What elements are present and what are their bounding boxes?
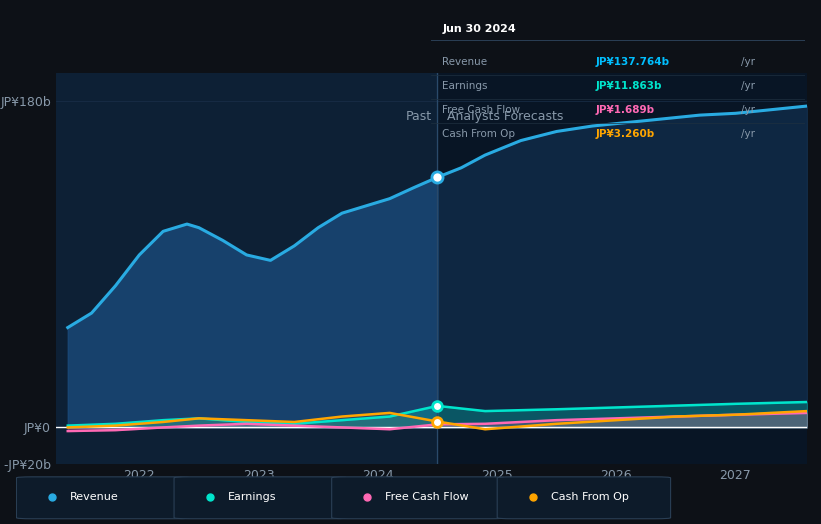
Text: JP¥11.863b: JP¥11.863b bbox=[595, 81, 662, 91]
FancyBboxPatch shape bbox=[498, 477, 671, 519]
Text: /yr: /yr bbox=[741, 105, 755, 115]
Text: Analysts Forecasts: Analysts Forecasts bbox=[447, 110, 563, 123]
Text: /yr: /yr bbox=[741, 57, 755, 67]
Text: Jun 30 2024: Jun 30 2024 bbox=[443, 24, 516, 34]
Text: /yr: /yr bbox=[741, 129, 755, 139]
Text: Earnings: Earnings bbox=[443, 81, 488, 91]
FancyBboxPatch shape bbox=[332, 477, 505, 519]
FancyBboxPatch shape bbox=[16, 477, 190, 519]
Text: JP¥137.764b: JP¥137.764b bbox=[595, 57, 669, 67]
Text: Past: Past bbox=[406, 110, 432, 123]
Bar bbox=[438, 73, 807, 464]
Text: Free Cash Flow: Free Cash Flow bbox=[443, 105, 521, 115]
Bar bbox=[56, 73, 438, 464]
Text: JP¥3.260b: JP¥3.260b bbox=[595, 129, 654, 139]
Text: JP¥1.689b: JP¥1.689b bbox=[595, 105, 654, 115]
Text: Earnings: Earnings bbox=[227, 492, 276, 502]
Text: /yr: /yr bbox=[741, 81, 755, 91]
Text: Revenue: Revenue bbox=[70, 492, 119, 502]
Text: Revenue: Revenue bbox=[443, 57, 488, 67]
Text: Free Cash Flow: Free Cash Flow bbox=[385, 492, 469, 502]
Text: Cash From Op: Cash From Op bbox=[443, 129, 516, 139]
Text: Cash From Op: Cash From Op bbox=[551, 492, 629, 502]
FancyBboxPatch shape bbox=[174, 477, 347, 519]
